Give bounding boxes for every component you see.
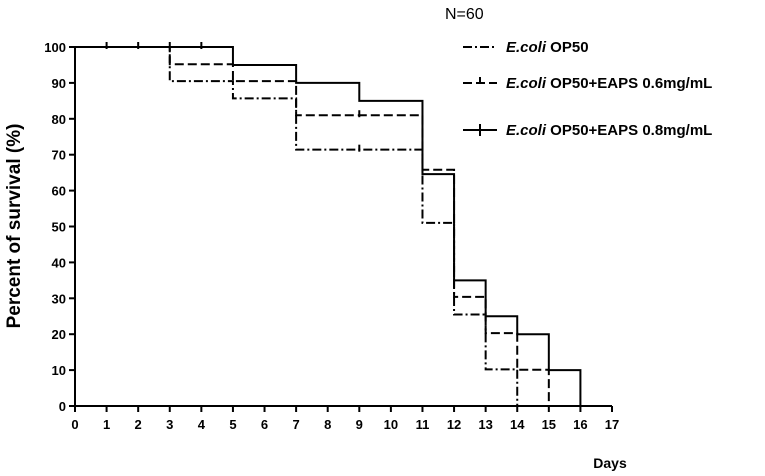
- legend-label-series-2: E.coli OP50+EAPS 0.6mg/mL: [506, 75, 712, 92]
- y-tick-label: 90: [52, 76, 66, 91]
- x-tick-label: 12: [447, 417, 461, 432]
- x-tick-label: 13: [478, 417, 492, 432]
- series-lines: [75, 42, 582, 406]
- legend-label-series-1: E.coli OP50: [506, 39, 589, 56]
- legend-label-series-3: E.coli OP50+EAPS 0.8mg/mL: [506, 122, 712, 139]
- legend-label-italic: E.coli: [506, 39, 547, 56]
- x-tick-label: 14: [510, 417, 525, 432]
- y-tick-label: 10: [52, 363, 66, 378]
- y-tick-label: 30: [52, 291, 66, 306]
- legend-label-italic: E.coli: [506, 122, 547, 139]
- x-tick-label: 6: [261, 417, 268, 432]
- y-tick-label: 80: [52, 112, 66, 127]
- x-axis-label: Days: [593, 455, 627, 471]
- axes: 0 1 2 3 4 5 6 7 8 9 10 11 12 13 14 15 16 1701020304050607…: [44, 40, 619, 432]
- y-tick-label: 60: [52, 184, 66, 199]
- x-tick-label: 11: [416, 417, 430, 432]
- x-tick-label: 3: [166, 417, 173, 432]
- x-tick-label: 9: [356, 417, 363, 432]
- x-tick-label: 0: [71, 417, 78, 432]
- y-tick-label: 0: [59, 399, 66, 414]
- x-tick-label: 17: [605, 417, 619, 432]
- x-tick-label: 2: [135, 417, 142, 432]
- x-tick-label: 16: [573, 417, 587, 432]
- sample-size-annotation: N=60: [445, 6, 484, 23]
- legend-label-rest: OP50+EAPS 0.6mg/mL: [546, 75, 712, 92]
- legend-label-italic: E.coli: [506, 75, 547, 92]
- x-tick-label: 15: [542, 417, 556, 432]
- survival-line-series-3: [75, 46, 582, 406]
- y-tick-label: 40: [52, 255, 66, 270]
- x-tick-label: 1: [103, 417, 110, 432]
- x-tick-label: 5: [229, 417, 236, 432]
- x-tick-label: 10: [384, 417, 398, 432]
- legend-label-rest: OP50+EAPS 0.8mg/mL: [546, 122, 712, 139]
- survival-line-series-2: [75, 46, 550, 406]
- x-tick-label: 4: [198, 417, 206, 432]
- y-tick-label: 50: [52, 220, 66, 235]
- x-tick-label: 8: [324, 417, 331, 432]
- y-axis-label: Percent of survival (%): [4, 124, 25, 329]
- y-tick-label: 100: [44, 40, 66, 55]
- legend-label-rest: OP50: [546, 39, 589, 56]
- y-tick-label: 70: [52, 148, 66, 163]
- y-tick-label: 20: [52, 327, 66, 342]
- x-tick-label: 7: [293, 417, 300, 432]
